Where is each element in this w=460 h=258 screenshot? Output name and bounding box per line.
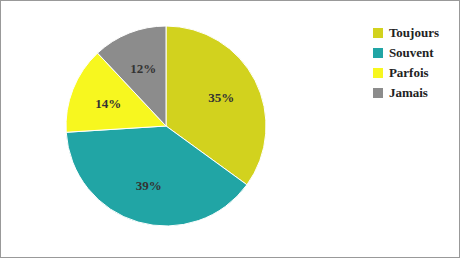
html-text:Toujours: Toujours — [388, 25, 439, 40]
html-text:Souvent: Souvent — [388, 45, 434, 60]
svg-text:14%: 14% — [95, 96, 121, 111]
html-text:Jamais: Jamais — [388, 85, 428, 100]
svg-text:39%: 39% — [136, 178, 162, 193]
html-text:Parfois: Parfois — [388, 65, 429, 80]
svg-text:12%: 12% — [130, 61, 156, 76]
svg-text:35%: 35% — [208, 90, 234, 105]
